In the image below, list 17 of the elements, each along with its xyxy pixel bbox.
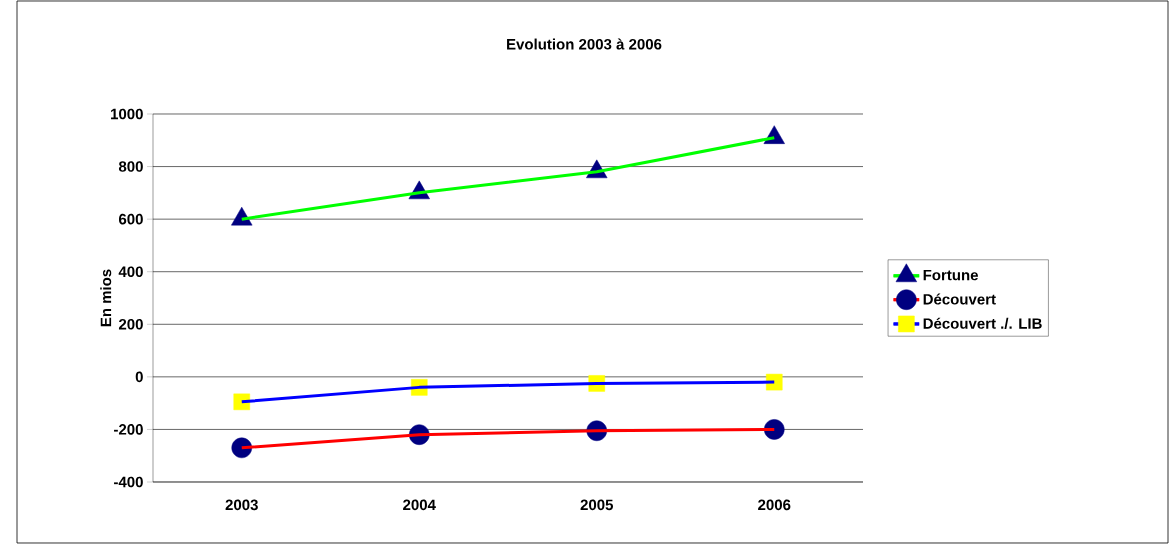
legend-label: Découvert (923, 293, 996, 305)
x-tick-label: 2006 (758, 499, 791, 511)
x-tick-label: 2005 (580, 499, 614, 511)
y-tick-label: 200 (118, 318, 143, 330)
y-tick-label: -400 (114, 476, 143, 488)
y-tick-label: 600 (118, 213, 143, 225)
y-tick-label: 0 (135, 371, 143, 383)
chart-title: Evolution 2003 à 2006 (507, 38, 662, 50)
y-tick-label: -200 (114, 424, 143, 435)
y-tick-label: 800 (118, 161, 143, 172)
legend-label: Découvert ./. LIB (923, 317, 1042, 329)
legend-label: Fortune (923, 269, 978, 281)
y-tick-label: 400 (118, 266, 143, 278)
y-axis-title: En mios (100, 269, 112, 327)
x-tick-label: 2003 (225, 499, 258, 511)
y-tick-label: 1000 (111, 108, 143, 120)
x-tick-label: 2004 (403, 499, 436, 511)
